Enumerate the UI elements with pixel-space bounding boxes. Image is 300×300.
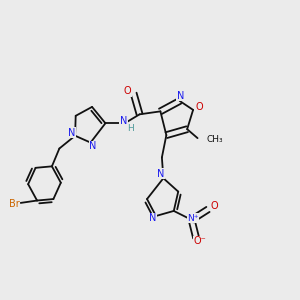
Text: N: N (157, 169, 165, 179)
Text: O: O (210, 201, 218, 211)
Text: O: O (196, 102, 203, 112)
Text: O: O (124, 86, 131, 96)
Text: N: N (68, 128, 75, 138)
Text: H: H (127, 124, 134, 133)
Text: Br: Br (9, 200, 20, 209)
Text: N: N (177, 91, 184, 100)
Text: CH₃: CH₃ (206, 135, 223, 144)
Text: O⁻: O⁻ (193, 236, 206, 246)
Text: N⁺: N⁺ (187, 214, 199, 223)
Text: N: N (89, 141, 97, 151)
Text: N: N (149, 213, 156, 224)
Text: N: N (120, 116, 127, 126)
